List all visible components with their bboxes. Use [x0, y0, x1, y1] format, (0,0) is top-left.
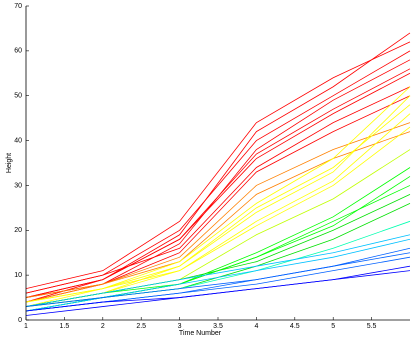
- data-line: [25, 59, 411, 303]
- x-tick-label: 5: [331, 323, 335, 330]
- data-line: [25, 252, 411, 307]
- y-axis-label: Height: [6, 153, 13, 173]
- x-tick-label: 2.5: [136, 323, 146, 330]
- data-line: [25, 68, 411, 303]
- data-line: [25, 194, 411, 307]
- y-tick-label: 0: [18, 317, 22, 324]
- data-line: [25, 32, 411, 298]
- x-tick-label: 4: [254, 323, 258, 330]
- data-line: [25, 126, 411, 303]
- x-tick-label: 1: [24, 323, 28, 330]
- data-line: [25, 104, 411, 307]
- data-line: [25, 234, 411, 307]
- data-line: [25, 41, 411, 289]
- x-tick-label: 4.5: [290, 323, 300, 330]
- data-line: [25, 220, 411, 312]
- data-line: [25, 72, 411, 298]
- data-line: [25, 122, 411, 298]
- x-tick-label: 2: [101, 323, 105, 330]
- data-line: [25, 86, 411, 294]
- data-line: [25, 131, 411, 303]
- y-tick-label: 20: [14, 227, 22, 234]
- y-tick-label: 70: [14, 3, 22, 10]
- data-line: [25, 238, 411, 312]
- x-tick-label: 1.5: [60, 323, 70, 330]
- y-tick-label: 60: [14, 48, 22, 55]
- data-line: [25, 270, 411, 316]
- data-line: [25, 86, 411, 303]
- y-tick-label: 40: [14, 137, 22, 144]
- y-tick-label: 30: [14, 182, 22, 189]
- x-tick-label: 3: [178, 323, 182, 330]
- x-axis-label: Time Number: [179, 330, 222, 337]
- x-tick-label: 3.5: [213, 323, 223, 330]
- y-tick-label: 50: [14, 93, 22, 100]
- y-tick-label: 10: [14, 272, 22, 279]
- x-tick-label: 5.5: [367, 323, 377, 330]
